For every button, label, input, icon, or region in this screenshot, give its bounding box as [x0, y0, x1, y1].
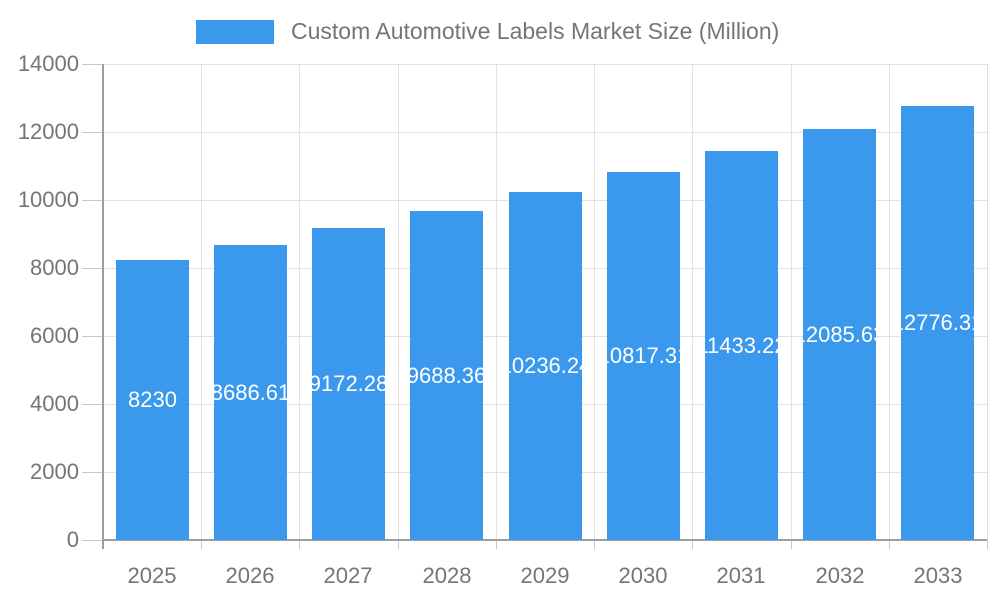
x-tick-label: 2029: [520, 563, 570, 588]
h-gridline: [103, 132, 987, 133]
x-tick-label: 2032: [815, 563, 865, 588]
v-gridline: [594, 64, 595, 540]
bar-value-label: 11433.22: [705, 332, 778, 358]
x-tick: [496, 540, 497, 549]
x-tick: [987, 540, 988, 549]
v-gridline: [398, 64, 399, 540]
y-tick-label: 0: [66, 527, 79, 552]
v-gridline: [791, 64, 792, 540]
bar-value-label: 9172.28: [312, 371, 385, 396]
x-tick: [791, 540, 792, 549]
bar[interactable]: 11433.22: [705, 151, 778, 540]
y-tick: [82, 404, 103, 405]
y-axis-line: [102, 64, 104, 549]
y-tick: [82, 336, 103, 337]
bar-value-label: 10817.31: [607, 343, 680, 368]
v-gridline: [692, 64, 693, 540]
y-tick: [82, 472, 103, 473]
legend-item[interactable]: Custom Automotive Labels Market Size (Mi…: [196, 18, 780, 44]
bar-value-label: 10236.24: [509, 353, 582, 378]
y-tick: [82, 64, 103, 65]
x-tick: [692, 540, 693, 549]
v-gridline: [299, 64, 300, 540]
x-tick-label: 2031: [716, 563, 766, 588]
bar[interactable]: 8230: [116, 260, 189, 540]
bar-value-label: 8230: [128, 387, 177, 412]
v-gridline: [987, 64, 988, 540]
y-tick: [82, 132, 103, 133]
bar-value-label: 12776.31: [901, 310, 974, 335]
y-tick-label: 8000: [30, 255, 79, 280]
x-tick-label: 2027: [323, 563, 373, 588]
bar[interactable]: 8686.61: [214, 245, 287, 540]
y-tick: [82, 268, 103, 269]
y-tick: [82, 200, 103, 201]
x-tick-label: 2028: [422, 563, 472, 588]
x-tick: [398, 540, 399, 549]
v-gridline: [889, 64, 890, 540]
y-tick-label: 14000: [17, 51, 79, 76]
v-gridline: [201, 64, 202, 540]
x-tick-label: 2025: [127, 563, 177, 588]
legend-swatch: [196, 19, 274, 44]
bar[interactable]: 9172.28: [312, 228, 385, 540]
x-tick: [889, 540, 890, 549]
x-tick: [299, 540, 300, 549]
y-tick-label: 12000: [17, 119, 79, 144]
x-tick: [594, 540, 595, 549]
x-tick: [201, 540, 202, 549]
y-tick-label: 6000: [30, 323, 79, 348]
bar[interactable]: 9688.36: [410, 211, 483, 540]
y-tick-label: 2000: [30, 459, 79, 484]
y-tick-label: 10000: [17, 187, 79, 212]
bar-value-label: 8686.61: [214, 379, 287, 405]
bar[interactable]: 10236.24: [509, 192, 582, 540]
h-gridline: [103, 64, 987, 65]
x-tick-label: 2033: [913, 563, 963, 588]
bar-value-label: 9688.36: [410, 362, 483, 388]
y-tick-label: 4000: [30, 391, 79, 416]
v-gridline: [496, 64, 497, 540]
y-tick: [82, 540, 103, 541]
x-axis-line: [103, 539, 987, 541]
bar[interactable]: 10817.31: [607, 172, 680, 540]
bar[interactable]: 12776.31: [901, 106, 974, 540]
x-tick-label: 2030: [618, 563, 668, 588]
x-tick-label: 2026: [225, 563, 275, 588]
legend-label: Custom Automotive Labels Market Size (Mi…: [291, 18, 780, 44]
